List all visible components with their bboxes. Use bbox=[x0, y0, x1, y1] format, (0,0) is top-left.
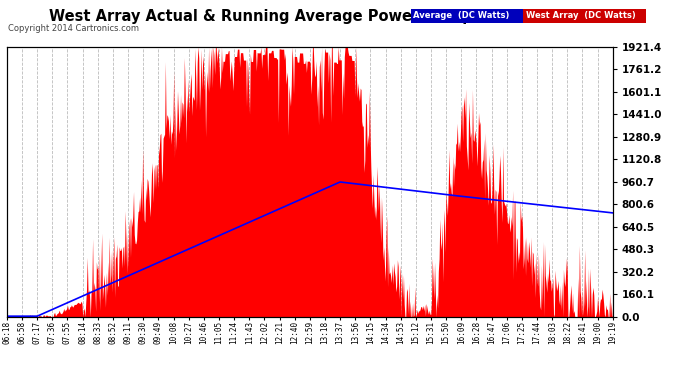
Text: West Array Actual & Running Average Power Fri Apr 11 19:24: West Array Actual & Running Average Powe… bbox=[50, 9, 558, 24]
Text: West Array  (DC Watts): West Array (DC Watts) bbox=[526, 10, 635, 20]
Text: Average  (DC Watts): Average (DC Watts) bbox=[413, 10, 510, 20]
Text: Copyright 2014 Cartronics.com: Copyright 2014 Cartronics.com bbox=[8, 24, 139, 33]
